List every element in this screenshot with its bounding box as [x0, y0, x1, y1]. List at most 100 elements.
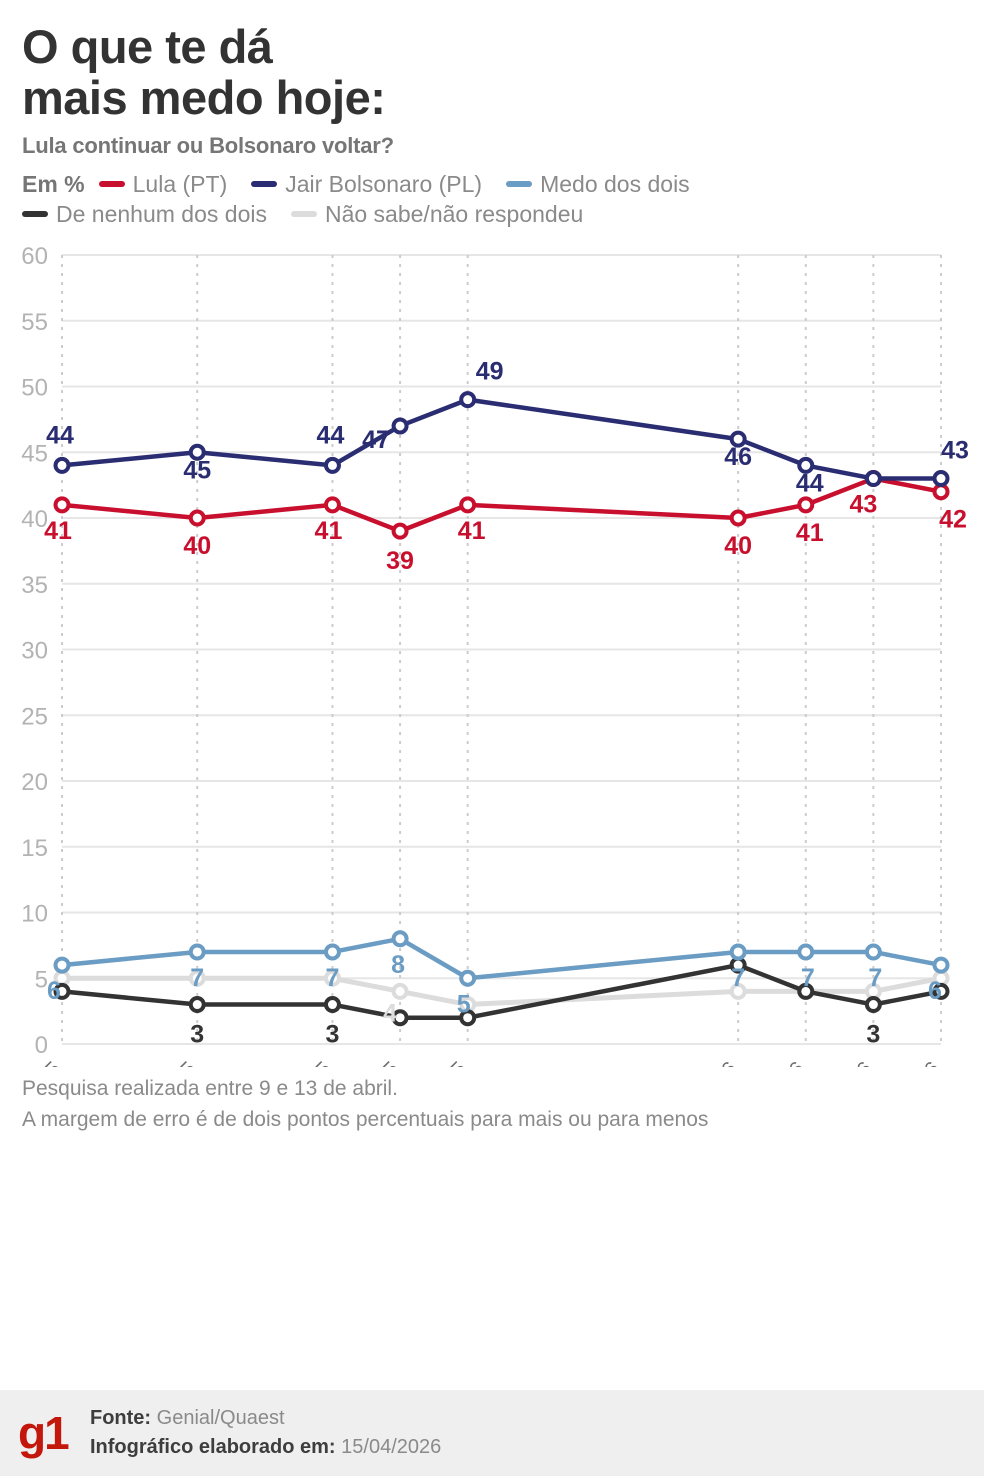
- legend-label-nenhum-dos-dois: De nenhum dos dois: [56, 200, 267, 227]
- data-point-marker: [729, 430, 747, 448]
- data-point-marker: [391, 929, 409, 947]
- data-point-marker: [797, 456, 815, 474]
- x-axis-tick-label: 01/26: [688, 1057, 741, 1067]
- data-point-label: 39: [386, 547, 414, 575]
- data-point-marker: [323, 995, 341, 1013]
- data-point-label: 41: [315, 516, 343, 544]
- data-point-label: 7: [326, 963, 340, 991]
- data-point-label: 41: [458, 516, 486, 544]
- legend-swatch-icon: [22, 211, 48, 217]
- data-point-label: 41: [796, 518, 824, 546]
- legend-label-nao-sabe: Não sabe/não respondeu: [324, 200, 584, 227]
- legend-swatch-icon: [98, 181, 125, 187]
- data-point-marker: [932, 982, 950, 1000]
- data-point-marker: [323, 969, 341, 987]
- data-point-marker: [459, 495, 477, 513]
- data-point-marker: [932, 956, 950, 974]
- x-axis-tick: 09/25: [418, 1057, 471, 1067]
- data-point-marker: [188, 995, 206, 1013]
- data-point-marker: [391, 982, 409, 1000]
- data-point-marker: [188, 969, 206, 987]
- footer-credits: Fonte: Genial/Quaest Infográfico elabora…: [90, 1404, 441, 1462]
- data-point-label: 8: [391, 950, 405, 978]
- x-axis-tick-label: 05/25: [147, 1057, 200, 1067]
- data-point-marker: [391, 522, 409, 540]
- y-axis-tick-label: 35: [21, 571, 48, 598]
- note-line-2: A margem de erro é de dois pontos percen…: [22, 1108, 709, 1131]
- x-axis-tick-label: 09/25: [418, 1057, 471, 1067]
- footer-bar: g1 Fonte: Genial/Quaest Infográfico elab…: [0, 1390, 984, 1476]
- data-point-label: 7: [190, 963, 204, 991]
- data-point-marker: [188, 942, 206, 960]
- x-axis-tick: 01/26: [688, 1057, 741, 1067]
- x-axis-tick-label: 03/26: [823, 1057, 876, 1067]
- data-point-marker: [932, 482, 950, 500]
- chart-legend: Em % Lula (PT) Jair Bolsonaro (PL) Medo …: [0, 159, 984, 226]
- data-point-label: 49: [476, 357, 504, 385]
- data-point-marker: [459, 969, 477, 987]
- unit-label: Em %: [22, 170, 85, 197]
- y-axis-tick-label: 40: [21, 506, 48, 533]
- data-point-label: 7: [868, 963, 882, 991]
- source-value: Genial/Quaest: [156, 1407, 285, 1429]
- legend-swatch-icon: [290, 211, 317, 217]
- x-axis-tick: 08/25: [350, 1057, 403, 1067]
- data-point-label: 3: [866, 1020, 880, 1048]
- legend-row-1: Em % Lula (PT) Jair Bolsonaro (PL) Medo …: [22, 170, 962, 197]
- data-point-label: 44: [46, 421, 74, 449]
- x-axis-tick-label: 07/25: [283, 1057, 336, 1067]
- x-axis-tick: 02/26: [756, 1057, 809, 1067]
- legend-item-nenhum-dos-dois: De nenhum dos dois: [22, 200, 267, 227]
- legend-item-medo-dos-dois: Medo dos dois: [506, 170, 690, 197]
- y-axis-tick-label: 60: [21, 243, 48, 270]
- legend-item-lula: Lula (PT): [98, 170, 228, 197]
- x-axis-tick-label: 08/25: [350, 1057, 403, 1067]
- made-label: Infográfico elaborado em:: [90, 1436, 336, 1458]
- footer-made-row: Infográfico elaborado em: 15/04/2026: [90, 1433, 441, 1462]
- g1-logo: g1: [18, 1407, 70, 1459]
- footer-source-row: Fonte: Genial/Quaest: [90, 1404, 441, 1433]
- legend-swatch-icon: [251, 181, 278, 187]
- source-label: Fonte:: [90, 1407, 152, 1429]
- data-point-marker: [797, 495, 815, 513]
- data-point-marker: [797, 982, 815, 1000]
- data-point-label: 6: [928, 977, 942, 1005]
- data-point-marker: [323, 495, 341, 513]
- data-point-label: 43: [941, 436, 969, 464]
- data-point-marker: [53, 956, 71, 974]
- data-point-label: 3: [190, 1020, 204, 1048]
- data-point-marker: [932, 469, 950, 487]
- legend-label-medo-dos-dois: Medo dos dois: [540, 170, 690, 197]
- data-point-marker: [323, 456, 341, 474]
- y-axis-tick-label: 5: [35, 966, 48, 993]
- x-axis-tick-label: 04/26: [891, 1057, 944, 1067]
- data-point-label: 6: [47, 977, 61, 1005]
- page-subtitle: Lula continuar ou Bolsonaro voltar?: [22, 132, 394, 158]
- header: O que te dá mais medo hoje: Lula continu…: [0, 0, 984, 159]
- chart-notes: Pesquisa realizada entre 9 e 13 de abril…: [0, 1073, 984, 1136]
- data-point-label: 7: [731, 963, 745, 991]
- legend-row-2: De nenhum dos dois Não sabe/não responde…: [22, 200, 962, 227]
- y-axis-tick-label: 25: [21, 703, 48, 730]
- data-point-marker: [729, 509, 747, 526]
- data-point-marker: [323, 942, 341, 960]
- data-point-label: 44: [317, 421, 345, 449]
- made-value: 15/04/2026: [341, 1436, 442, 1458]
- data-point-marker: [459, 390, 477, 408]
- legend-label-bolsonaro: Jair Bolsonaro (PL): [285, 170, 483, 197]
- data-point-label: 40: [183, 532, 211, 560]
- legend-label-lula: Lula (PT): [132, 170, 228, 197]
- legend-item-nao-sabe: Não sabe/não respondeu: [290, 200, 584, 227]
- data-point-label: 40: [724, 532, 752, 560]
- data-point-label: 43: [849, 490, 877, 518]
- data-point-label: 45: [183, 456, 211, 484]
- data-point-label: 42: [939, 505, 967, 533]
- data-point-label: 4: [383, 999, 397, 1027]
- x-axis-tick-label: 02/26: [756, 1057, 809, 1067]
- line-chart: 05101520253035404550556003/2505/2507/250…: [0, 232, 984, 1067]
- data-point-label: 41: [44, 516, 72, 544]
- legend-item-bolsonaro: Jair Bolsonaro (PL): [251, 170, 483, 197]
- note-line-1: Pesquisa realizada entre 9 e 13 de abril…: [22, 1076, 398, 1100]
- data-point-marker: [391, 416, 409, 434]
